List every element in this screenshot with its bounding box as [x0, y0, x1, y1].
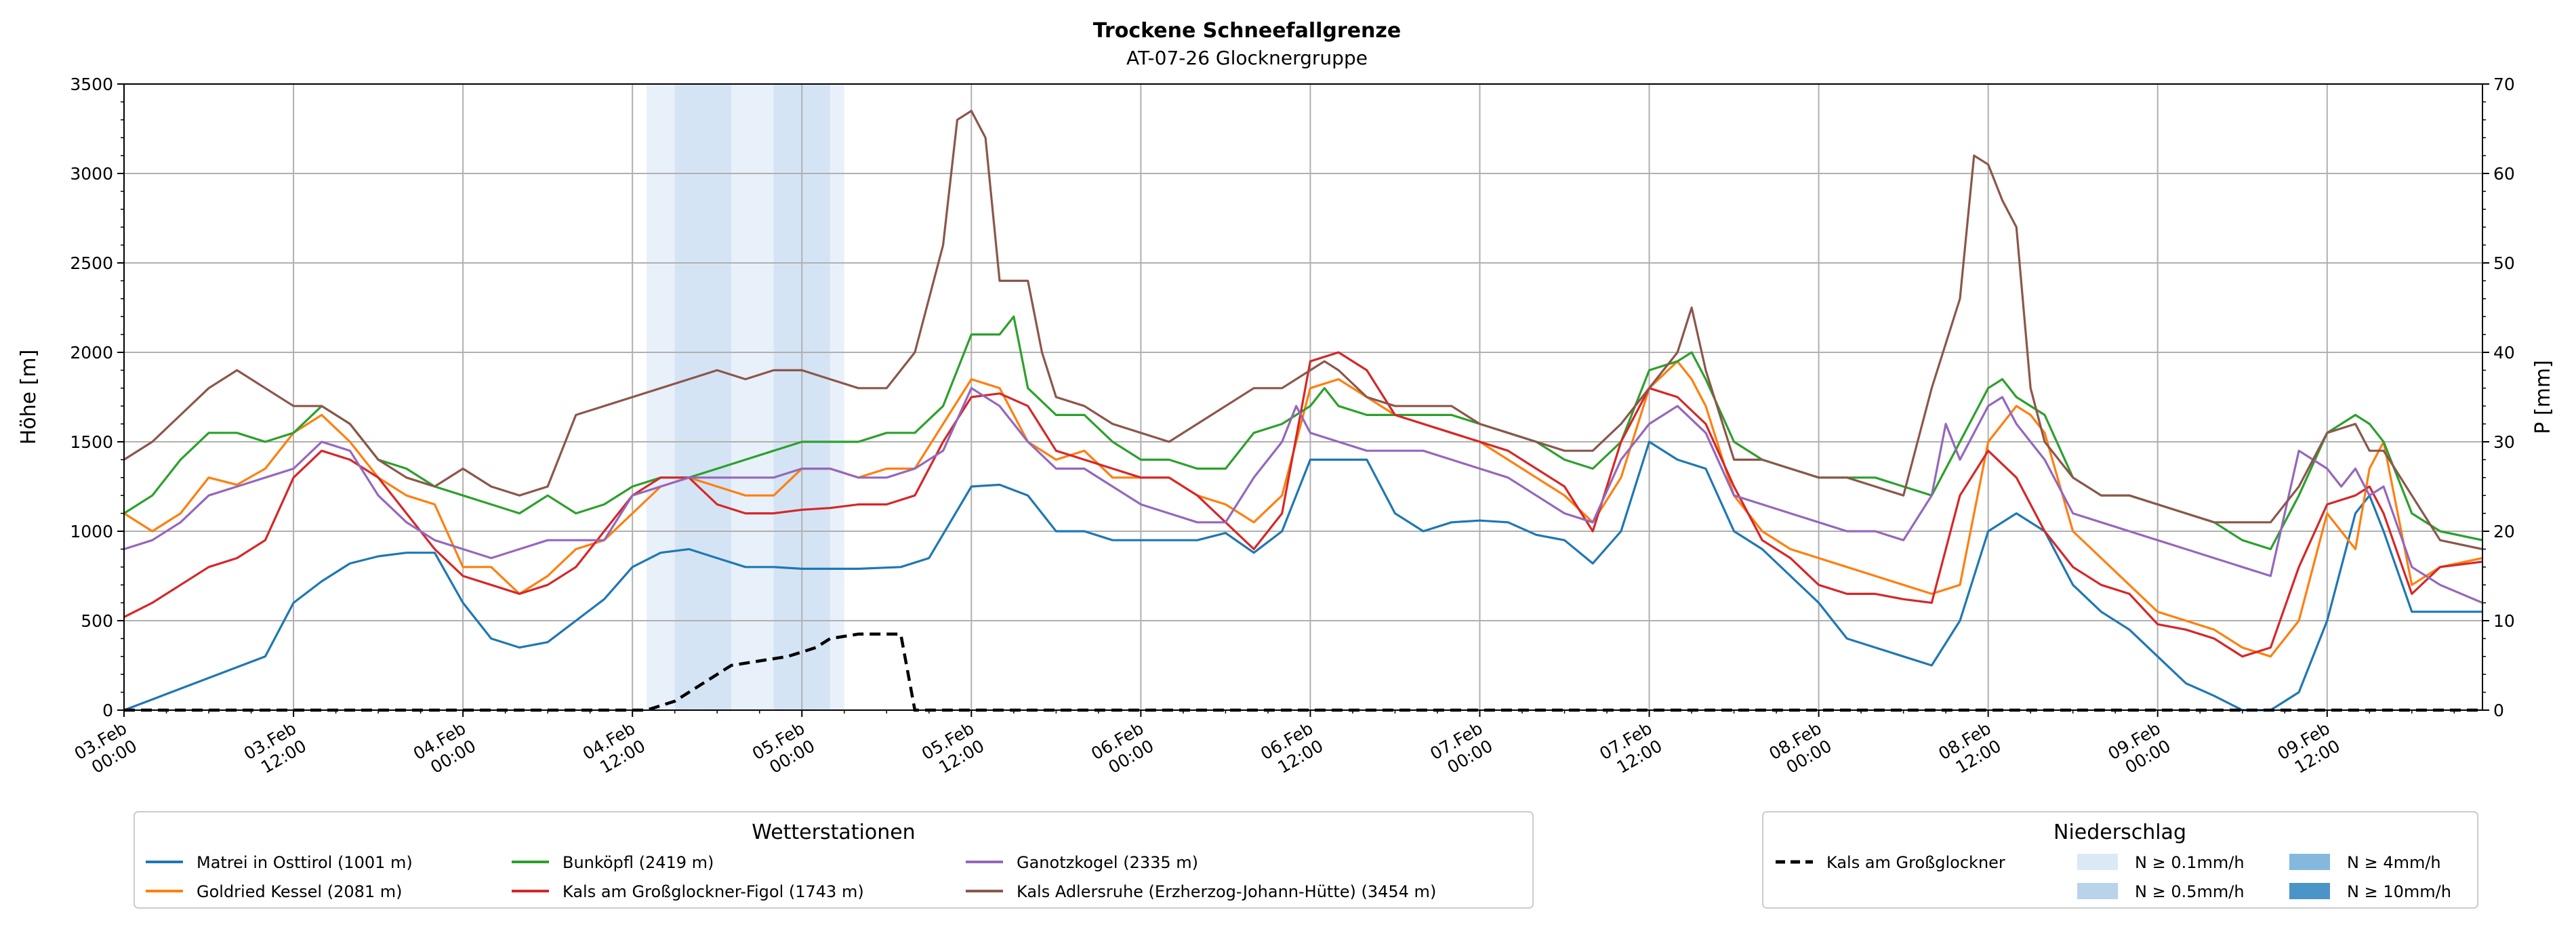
legend-stations-frame	[134, 811, 1534, 909]
y-tick-label-left: 2000	[70, 343, 113, 363]
chart-title: Trockene Schneefallgrenze	[1093, 19, 1401, 43]
y-axis-label-right: P [mm]	[2531, 360, 2555, 434]
y-tick-label-right: 70	[2493, 75, 2515, 94]
y-tick-label-right: 60	[2493, 164, 2515, 184]
y-tick-label-right: 30	[2493, 432, 2515, 452]
series-line-5	[123, 110, 2483, 550]
legend-precip-swatch	[2077, 883, 2118, 899]
legend-label: Ganotzkogel (2335 m)	[1017, 853, 1198, 872]
legend-precip-label: N ≥ 0.5mm/h	[2135, 882, 2245, 901]
y-tick-label-left: 0	[102, 701, 113, 720]
legend-precip-swatch	[2289, 883, 2330, 899]
series-lines	[123, 110, 2483, 712]
legend-precip-title: Niederschlag	[2053, 821, 2186, 844]
plot-frame	[123, 83, 2483, 711]
y-tick-label-left: 2500	[70, 253, 113, 273]
y-tick-label-left: 500	[81, 611, 113, 631]
legend-precip-swatch	[2289, 854, 2330, 870]
y-tick-label-right: 10	[2493, 611, 2515, 631]
series-line-2	[123, 315, 2483, 550]
y-axis-label-left: Höhe [m]	[17, 350, 41, 445]
precip-band	[731, 84, 774, 710]
legend-precip-swatch	[2077, 854, 2118, 870]
legend-label: Bunköpfl (2419 m)	[563, 853, 714, 872]
axes: 0 500 1000 1500 2000 2500 3000 3500 0 10 20 30 40 50 6…	[70, 75, 2515, 777]
legend-label: Matrei in Osttirol (1001 m)	[197, 853, 413, 872]
legend-precip-line-label: Kals am Großglockner	[1826, 853, 2005, 872]
precip-band	[830, 84, 844, 710]
legend-precip: Niederschlag Kals am Großglockner N ≥ 0.…	[1762, 811, 2478, 909]
chart-subtitle: AT-07-26 Glocknergruppe	[1126, 47, 1368, 69]
legend-stations-title: Wetterstationen	[752, 821, 915, 844]
legend-precip-label: N ≥ 10mm/h	[2347, 882, 2451, 901]
precip-band	[647, 84, 675, 710]
y-tick-label-right: 50	[2493, 253, 2515, 273]
legend-label: Goldried Kessel (2081 m)	[197, 882, 403, 901]
legend-label: Kals Adlersruhe (Erzherzog-Johann-Hütte)…	[1017, 882, 1436, 901]
series-line-4	[123, 387, 2483, 604]
series-line-0	[123, 440, 2482, 711]
precip-bands	[647, 84, 844, 710]
series-line-3	[123, 351, 2483, 658]
y-tick-label-left: 1000	[70, 522, 113, 541]
legend-precip-label: N ≥ 0.1mm/h	[2135, 853, 2245, 872]
series-line-1	[123, 360, 2483, 658]
precip-band	[674, 84, 732, 710]
legend-label: Kals am Großglockner-Figol (1743 m)	[563, 882, 864, 901]
y-tick-label-left: 3000	[70, 164, 113, 184]
y-tick-label-left: 1500	[70, 432, 113, 452]
legend-precip-label: N ≥ 4mm/h	[2347, 853, 2441, 872]
y-tick-label-left: 3500	[70, 75, 113, 94]
precip-line	[124, 632, 2482, 712]
y-tick-label-right: 20	[2493, 522, 2515, 541]
y-tick-label-right: 40	[2493, 343, 2515, 363]
legend-stations: Wetterstationen Matrei in Osttirol (1001…	[134, 811, 1534, 909]
y-tick-label-right: 0	[2493, 701, 2504, 720]
